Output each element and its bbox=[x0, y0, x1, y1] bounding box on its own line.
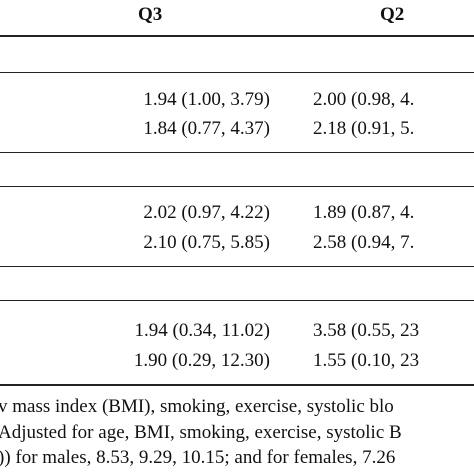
rule bbox=[0, 186, 474, 187]
table-cell: 2.58 (0.94, 7. bbox=[313, 232, 415, 253]
table-cell: 2.02 (0.97, 4.22) bbox=[143, 202, 270, 223]
table-cell: 1.90 (0.29, 12.30) bbox=[133, 350, 270, 371]
table-cell: 1.89 (0.87, 4. bbox=[313, 202, 415, 223]
footnote: )) for males, 8.53, 9.29, 10.15; and for… bbox=[0, 447, 396, 468]
table-cell: 1.94 (1.00, 3.79) bbox=[143, 89, 270, 110]
rule bbox=[0, 300, 474, 301]
table-cell: 1.55 (0.10, 23 bbox=[313, 350, 420, 371]
rule bbox=[0, 152, 474, 153]
table-cell: 1.84 (0.77, 4.37) bbox=[143, 118, 270, 139]
table-cell: 3.58 (0.55, 23 bbox=[313, 320, 420, 341]
footnote: Adjusted for age, BMI, smoking, exercise… bbox=[0, 422, 402, 443]
rule bbox=[0, 384, 474, 386]
table-cell: 2.10 (0.75, 5.85) bbox=[143, 232, 270, 253]
table-cell: 2.18 (0.91, 5. bbox=[313, 118, 415, 139]
header-cell: Q2 bbox=[380, 4, 405, 25]
header-cell: Q3 bbox=[138, 4, 163, 25]
rule bbox=[0, 35, 474, 37]
table-cell: 2.00 (0.98, 4. bbox=[313, 89, 415, 110]
footnote: v mass index (BMI), smoking, exercise, s… bbox=[0, 396, 394, 417]
rule bbox=[0, 266, 474, 267]
table-cell: 1.94 (0.34, 11.02) bbox=[134, 320, 270, 341]
rule bbox=[0, 72, 474, 73]
